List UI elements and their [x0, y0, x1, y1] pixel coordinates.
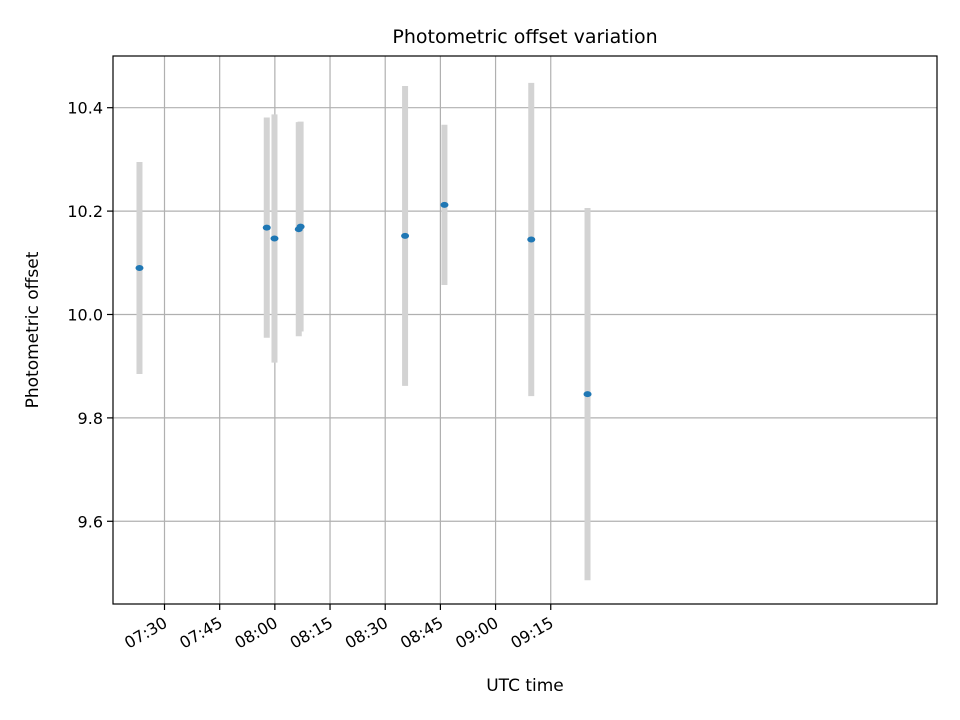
y-tick-label: 10.4 [67, 99, 103, 118]
x-tick-label: 09:00 [452, 613, 501, 653]
data-point [296, 223, 305, 230]
y-axis: 9.6 9.8 10.0 10.2 10.4 [67, 99, 113, 531]
error-bars [136, 82, 591, 581]
data-point [270, 235, 279, 242]
chart-title: Photometric offset variation [392, 26, 657, 48]
x-axis-label: UTC time [486, 676, 564, 696]
x-axis: 07:30 07:45 08:00 08:15 08:30 08:45 09:00 09:15 [121, 604, 557, 653]
data-point [583, 391, 592, 398]
x-tick-label: 07:45 [176, 613, 225, 653]
data-point [440, 201, 449, 208]
x-tick-label: 08:45 [397, 613, 446, 653]
x-tick-label: 09:15 [507, 613, 556, 653]
y-axis-label: Photometric offset [23, 251, 43, 408]
plot-frame [112, 55, 938, 605]
y-tick-label: 9.8 [78, 409, 103, 428]
x-tick-label: 08:15 [287, 613, 336, 653]
y-tick-label: 10.2 [67, 202, 103, 221]
x-tick-label: 07:30 [121, 613, 170, 653]
data-point [262, 224, 271, 231]
data-point [527, 236, 536, 243]
data-points [135, 201, 592, 398]
data-point [401, 232, 410, 239]
grid [113, 56, 937, 604]
x-tick-label: 08:30 [342, 613, 391, 653]
x-tick-label: 08:00 [231, 613, 280, 653]
data-point [135, 264, 144, 271]
y-tick-label: 9.6 [78, 512, 103, 531]
y-tick-label: 10.0 [67, 305, 103, 324]
